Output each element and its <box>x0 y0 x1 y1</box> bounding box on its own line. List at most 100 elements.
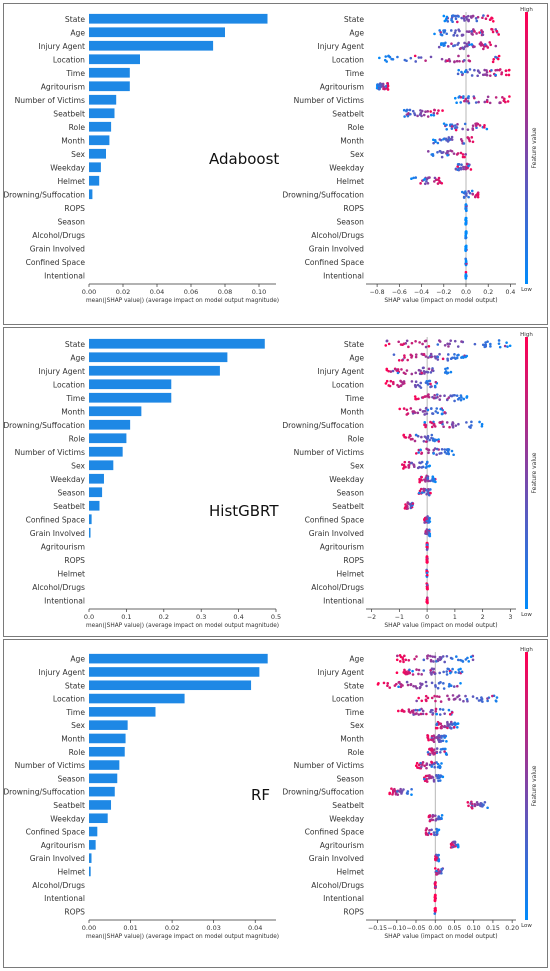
bar-category-label: Role <box>69 123 86 132</box>
swarm-point <box>396 793 400 796</box>
swarm-point <box>464 272 468 276</box>
swarm-point <box>460 670 464 674</box>
swarm-point <box>430 734 434 738</box>
swarm-point <box>484 341 487 344</box>
swarm-point <box>437 45 441 49</box>
bar-category-label: ROPS <box>64 907 85 916</box>
swarm-category-label: Injury Agent <box>318 367 365 376</box>
bar <box>89 40 214 51</box>
swarm-point <box>425 598 429 602</box>
swarm-point <box>467 195 470 199</box>
swarm-category-label: Location <box>332 55 364 64</box>
swarm-point <box>455 20 459 24</box>
swarm-point <box>431 818 435 822</box>
swarm-point <box>435 856 439 860</box>
swarm-point <box>388 686 392 689</box>
bar-x-tick-label: 0.0 <box>84 613 94 621</box>
bar-category-label: Weekday <box>50 163 85 172</box>
swarm-category-label: Time <box>344 394 364 403</box>
swarm-point <box>431 475 435 479</box>
swarm-point <box>436 343 440 346</box>
swarm-point <box>440 57 444 61</box>
swarm-point <box>481 700 484 703</box>
swarm-point <box>456 695 459 699</box>
swarm-x-tick-label: 1 <box>453 614 457 621</box>
swarm-point <box>409 56 413 60</box>
swarm-point <box>459 658 462 662</box>
swarm-point <box>398 660 402 663</box>
swarm-point <box>464 270 468 274</box>
swarm-point <box>455 59 459 63</box>
swarm-point <box>400 790 404 794</box>
swarm-point <box>479 801 483 805</box>
swarm-point <box>502 99 506 102</box>
bar-category-label: Sex <box>71 721 85 730</box>
swarm-x-tick-label: 0.4 <box>506 289 516 296</box>
bar-category-label: Role <box>69 748 86 757</box>
swarm-point <box>402 660 405 664</box>
swarm-point <box>425 699 428 703</box>
swarm-category-label: Weekday <box>329 163 364 172</box>
swarm-point <box>443 448 447 451</box>
swarm-point <box>423 372 426 375</box>
swarm-point <box>403 58 407 62</box>
swarm-point <box>422 366 425 370</box>
swarm-x-tick-label: −0.2 <box>436 289 451 296</box>
swarm-point <box>453 31 457 35</box>
swarm-point <box>407 710 411 713</box>
swarm-point <box>475 801 479 804</box>
swarm-point <box>465 231 468 235</box>
swarm-point <box>449 656 453 660</box>
swarm-point <box>403 356 406 359</box>
swarm-point <box>432 660 435 663</box>
swarm-point <box>439 421 443 425</box>
swarm-point <box>462 699 465 703</box>
swarm-point <box>436 150 439 154</box>
bar-category-label: Alcohol/Drugs <box>32 583 85 592</box>
swarm-point <box>457 422 460 426</box>
swarm-point <box>406 683 410 687</box>
swarm-point <box>422 439 426 443</box>
swarm-point <box>404 658 408 662</box>
swarm-point <box>431 138 435 142</box>
swarm-point <box>419 56 423 59</box>
bar <box>89 786 115 797</box>
swarm-point <box>466 70 469 74</box>
colorbar-axis-label: Feature value <box>531 765 538 806</box>
swarm-point <box>411 502 415 505</box>
swarm-point <box>451 422 455 425</box>
swarm-point <box>471 192 475 196</box>
swarm-point <box>427 356 430 359</box>
swarm-point <box>403 115 406 118</box>
swarm-point <box>419 448 422 452</box>
bar-x-axis-label: mean(|SHAP value|) (average impact on mo… <box>86 298 279 304</box>
bar-category-label: Drowning/Suffocation <box>4 421 85 430</box>
swarm-point <box>454 843 458 847</box>
swarm-point <box>459 101 463 104</box>
swarm-point <box>410 341 414 345</box>
swarm-point <box>435 712 439 716</box>
swarm-point <box>406 358 409 362</box>
bar-category-label: Agritourism <box>41 542 85 551</box>
swarm-point <box>402 463 406 467</box>
swarm-point <box>431 655 435 658</box>
swarm-point <box>426 434 430 438</box>
swarm-point <box>468 43 471 47</box>
swarm-point <box>462 167 465 171</box>
swarm-point <box>463 41 466 45</box>
swarm-point <box>432 667 436 671</box>
swarm-point <box>461 153 465 156</box>
swarm-point <box>438 398 442 401</box>
swarm-x-tick-label: 0 <box>425 614 429 621</box>
swarm-point <box>442 687 446 690</box>
swarm-point <box>421 410 425 413</box>
swarm-category-label: Sex <box>350 150 364 159</box>
swarm-point <box>494 55 497 59</box>
swarm-point <box>425 528 429 531</box>
swarm-point <box>470 74 474 77</box>
swarm-point <box>442 137 445 141</box>
swarm-point <box>424 407 428 410</box>
swarm-point <box>445 670 448 673</box>
swarm-point <box>476 803 480 806</box>
swarm-point <box>418 489 422 493</box>
